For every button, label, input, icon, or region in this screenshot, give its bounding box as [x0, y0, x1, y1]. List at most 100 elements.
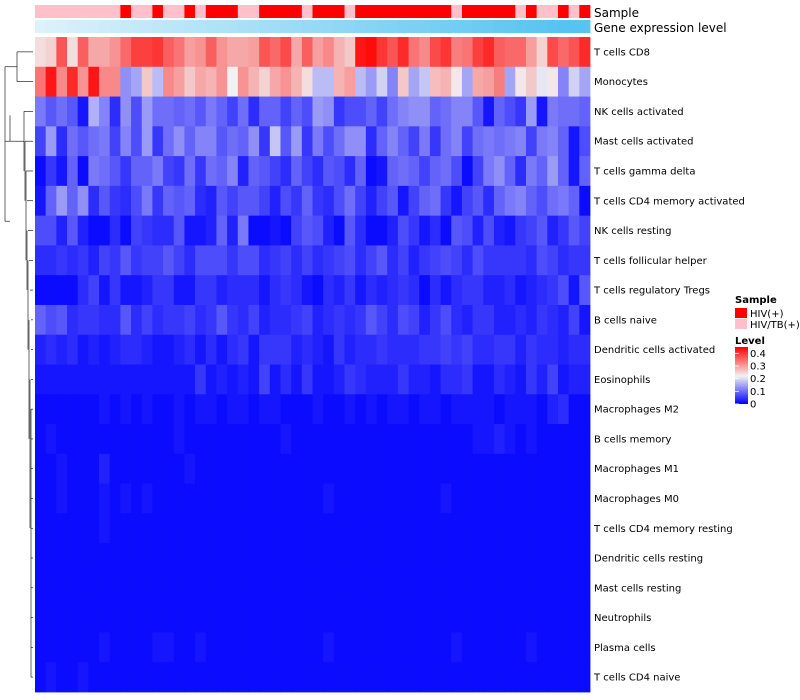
heatmap-cell-t-cells-cd4-memory-activated	[163, 185, 175, 217]
heatmap-cell-nk-cells-activated	[483, 96, 495, 127]
heatmap-cell-monocytes	[163, 66, 175, 97]
heatmap-cell-mast-cells-activated	[227, 126, 239, 157]
heatmap-cell-t-cells-cd4-memory-resting	[472, 513, 484, 544]
heatmap-cell-mast-cells-resting	[77, 572, 89, 604]
heatmap-cell-eosinophils	[259, 364, 271, 395]
heatmap-cell-macrophages-m1	[312, 453, 324, 484]
row-label-b-cells-naive: B cells naive	[594, 315, 657, 326]
sample-annotation-cell	[248, 5, 260, 18]
heatmap-cell-macrophages-m0	[227, 483, 239, 514]
heatmap-cell-t-cells-cd4-memory-resting	[173, 513, 185, 544]
heatmap-cell-monocytes	[141, 66, 153, 97]
sample-annotation-cell	[547, 5, 559, 18]
expression-annotation-cell	[547, 20, 559, 33]
heatmap-cell-t-cells-cd4-naive	[333, 662, 345, 693]
heatmap-cell-dendritic-cells-activated	[45, 334, 57, 365]
heatmap-cell-dendritic-cells-resting	[77, 543, 89, 574]
heatmap-cell-dendritic-cells-activated	[440, 334, 452, 365]
heatmap-cell-dendritic-cells-resting	[109, 543, 121, 574]
heatmap-cell-macrophages-m0	[77, 483, 89, 514]
heatmap-cell-macrophages-m2	[429, 394, 441, 425]
heatmap-cell-t-cells-cd4-memory-activated	[344, 185, 356, 217]
heatmap-cell-dendritic-cells-activated	[461, 334, 473, 365]
heatmap-cell-t-cells-cd8	[312, 37, 324, 68]
heatmap-cell-plasma-cells	[547, 632, 559, 663]
heatmap-cell-t-cells-cd4-memory-activated	[419, 185, 431, 217]
expression-annotation-cell	[269, 20, 281, 33]
heatmap-cell-neutrophils	[461, 602, 473, 633]
heatmap-cell-nk-cells-resting	[365, 215, 377, 246]
heatmap-cell-monocytes	[88, 66, 100, 97]
heatmap-cell-nk-cells-resting	[77, 215, 89, 246]
row-label-mast-cells-resting: Mast cells resting	[594, 583, 681, 594]
heatmap-cell-mast-cells-resting	[504, 572, 516, 604]
heatmap-cell-dendritic-cells-activated	[451, 334, 463, 365]
heatmap-cell-dendritic-cells-activated	[184, 334, 196, 365]
heatmap-cell-neutrophils	[227, 602, 239, 633]
heatmap-cell-dendritic-cells-activated	[109, 334, 121, 365]
heatmap-cell-neutrophils	[152, 602, 164, 633]
heatmap-cell-eosinophils	[472, 364, 484, 395]
heatmap-cell-t-cells-follicular-helper	[77, 245, 89, 276]
row-label-t-cells-cd8: T cells CD8	[593, 47, 650, 58]
heatmap-cell-mast-cells-activated	[376, 126, 388, 157]
heatmap-cell-macrophages-m0	[355, 483, 367, 514]
legend-swatch-hiv	[735, 308, 747, 318]
heatmap-cell-nk-cells-resting	[237, 215, 249, 246]
heatmap-cell-mast-cells-activated	[77, 126, 89, 157]
heatmap-cell-nk-cells-activated	[525, 96, 538, 127]
heatmap-cell-plasma-cells	[109, 632, 121, 663]
expression-annotation-cell	[568, 20, 580, 33]
heatmap-cell-b-cells-memory	[163, 424, 175, 455]
heatmap-cell-nk-cells-resting	[141, 215, 153, 246]
heatmap-cell-t-cells-gamma-delta	[259, 156, 271, 187]
heatmap-cell-t-cells-cd4-naive	[312, 662, 324, 693]
expression-annotation-cell	[216, 20, 228, 33]
heatmap-cell-t-cells-cd4-memory-resting	[429, 513, 441, 544]
heatmap-cell-mast-cells-activated	[109, 126, 121, 157]
sample-annotation-cell	[301, 5, 313, 18]
heatmap-cell-mast-cells-resting	[461, 572, 473, 604]
heatmap-cell-t-cells-cd4-naive	[365, 662, 377, 693]
heatmap-cell-mast-cells-resting	[141, 572, 153, 604]
heatmap-cell-nk-cells-resting	[451, 215, 463, 246]
heatmap-cell-macrophages-m0	[45, 483, 57, 514]
heatmap-cell-mast-cells-activated	[301, 126, 313, 157]
heatmap-cell-t-cells-cd4-memory-resting	[408, 513, 420, 544]
row-label-b-cells-memory: B cells memory	[594, 434, 671, 445]
heatmap-cell-nk-cells-activated	[515, 96, 527, 127]
heatmap-cell-plasma-cells	[504, 632, 516, 663]
legend-level-title: Level	[735, 336, 765, 347]
heatmap-cell-monocytes	[195, 66, 207, 97]
heatmap-cell-mast-cells-activated	[88, 126, 100, 157]
heatmap-cell-t-cells-follicular-helper	[376, 245, 388, 276]
heatmap-cell-mast-cells-activated	[483, 126, 495, 157]
heatmap-cell-mast-cells-activated	[515, 126, 527, 157]
heatmap-cell-nk-cells-activated	[312, 96, 324, 127]
heatmap-cell-t-cells-cd4-memory-resting	[365, 513, 377, 544]
heatmap-cell-b-cells-memory	[419, 424, 431, 455]
heatmap-cell-neutrophils	[525, 602, 538, 633]
heatmap-cell-macrophages-m0	[237, 483, 249, 514]
heatmap-cell-plasma-cells	[557, 632, 570, 663]
heatmap-cell-macrophages-m2	[301, 394, 313, 425]
heatmap-cell-plasma-cells	[205, 632, 217, 663]
heatmap-cell-plasma-cells	[77, 632, 89, 663]
heatmap-cell-t-cells-cd8	[451, 37, 463, 68]
heatmap-cell-b-cells-naive	[504, 304, 516, 336]
row-label-t-cells-follicular-helper: T cells follicular helper	[593, 256, 708, 267]
heatmap-cell-plasma-cells	[525, 632, 538, 663]
heatmap-cell-dendritic-cells-activated	[301, 334, 313, 365]
heatmap-cell-t-cells-follicular-helper	[163, 245, 175, 276]
heatmap-cell-macrophages-m0	[195, 483, 207, 514]
heatmap-cell-t-cells-gamma-delta	[205, 156, 217, 187]
heatmap-cell-macrophages-m2	[461, 394, 473, 425]
heatmap-cell-plasma-cells	[515, 632, 527, 663]
heatmap-cell-nk-cells-resting	[461, 215, 473, 246]
heatmap-cell-t-cells-cd4-memory-activated	[408, 185, 420, 217]
heatmap-cell-monocytes	[56, 66, 68, 97]
heatmap-cell-nk-cells-activated	[173, 96, 185, 127]
heatmap-cell-t-cells-follicular-helper	[88, 245, 100, 276]
heatmap-cell-nk-cells-resting	[269, 215, 281, 246]
heatmap-cell-b-cells-memory	[483, 424, 495, 455]
